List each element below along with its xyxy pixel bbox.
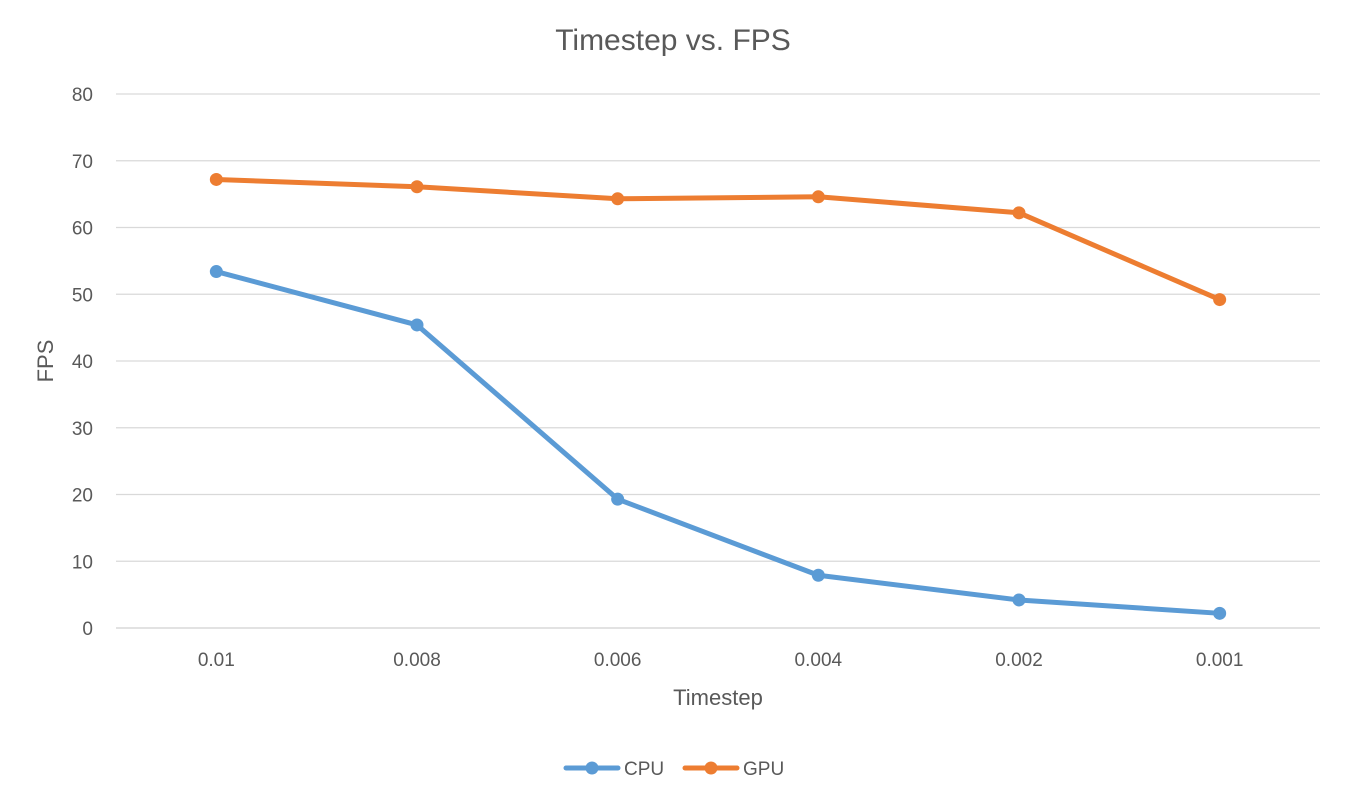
x-axis-label: Timestep <box>673 685 763 710</box>
y-tick-label: 70 <box>72 152 93 173</box>
chart-title: Timestep vs. FPS <box>555 24 791 57</box>
legend-swatch-marker <box>585 761 599 775</box>
x-tick-label: 0.01 <box>198 650 235 671</box>
legend-item-gpu: GPU <box>682 759 784 780</box>
x-tick-label: 0.006 <box>594 650 642 671</box>
gridlines <box>116 93 1320 629</box>
y-tick-label: 10 <box>72 552 93 573</box>
y-tick-label: 80 <box>72 85 93 106</box>
legend: CPU GPU <box>563 759 784 780</box>
data-point-gpu <box>1213 293 1227 307</box>
series-lines <box>209 172 1227 620</box>
data-point-cpu <box>611 492 625 506</box>
y-tick-label: 0 <box>82 619 93 640</box>
series-line-gpu <box>213 176 1223 303</box>
y-tick-label: 60 <box>72 219 93 240</box>
data-point-cpu <box>1213 606 1227 620</box>
x-tick-label: 0.002 <box>995 650 1043 671</box>
data-point-cpu <box>1012 593 1026 607</box>
data-point-cpu <box>209 265 223 279</box>
x-tick-label: 0.001 <box>1196 650 1244 671</box>
x-axis-ticks: 0.01 0.008 0.006 0.004 0.002 0.001 <box>198 650 1244 671</box>
y-tick-label: 40 <box>72 352 93 373</box>
y-tick-label: 20 <box>72 486 93 507</box>
y-tick-label: 30 <box>72 419 93 440</box>
data-point-cpu <box>811 568 825 582</box>
legend-swatch-marker <box>704 761 718 775</box>
legend-label: GPU <box>743 759 784 780</box>
series-gpu <box>209 172 1227 307</box>
x-tick-label: 0.008 <box>393 650 441 671</box>
series-cpu <box>209 265 1227 620</box>
y-axis-ticks: 0 10 20 30 40 50 60 70 80 <box>72 85 93 640</box>
legend-label: CPU <box>624 759 664 780</box>
x-tick-label: 0.004 <box>795 650 843 671</box>
data-point-gpu <box>611 192 625 206</box>
data-point-gpu <box>811 190 825 204</box>
y-axis-label: FPS <box>33 340 58 383</box>
y-tick-label: 50 <box>72 285 93 306</box>
data-point-gpu <box>1012 206 1026 220</box>
data-point-cpu <box>410 318 424 332</box>
data-point-gpu <box>209 172 223 186</box>
legend-item-cpu: CPU <box>563 759 664 780</box>
series-line-cpu <box>213 269 1223 616</box>
data-point-gpu <box>410 180 424 194</box>
